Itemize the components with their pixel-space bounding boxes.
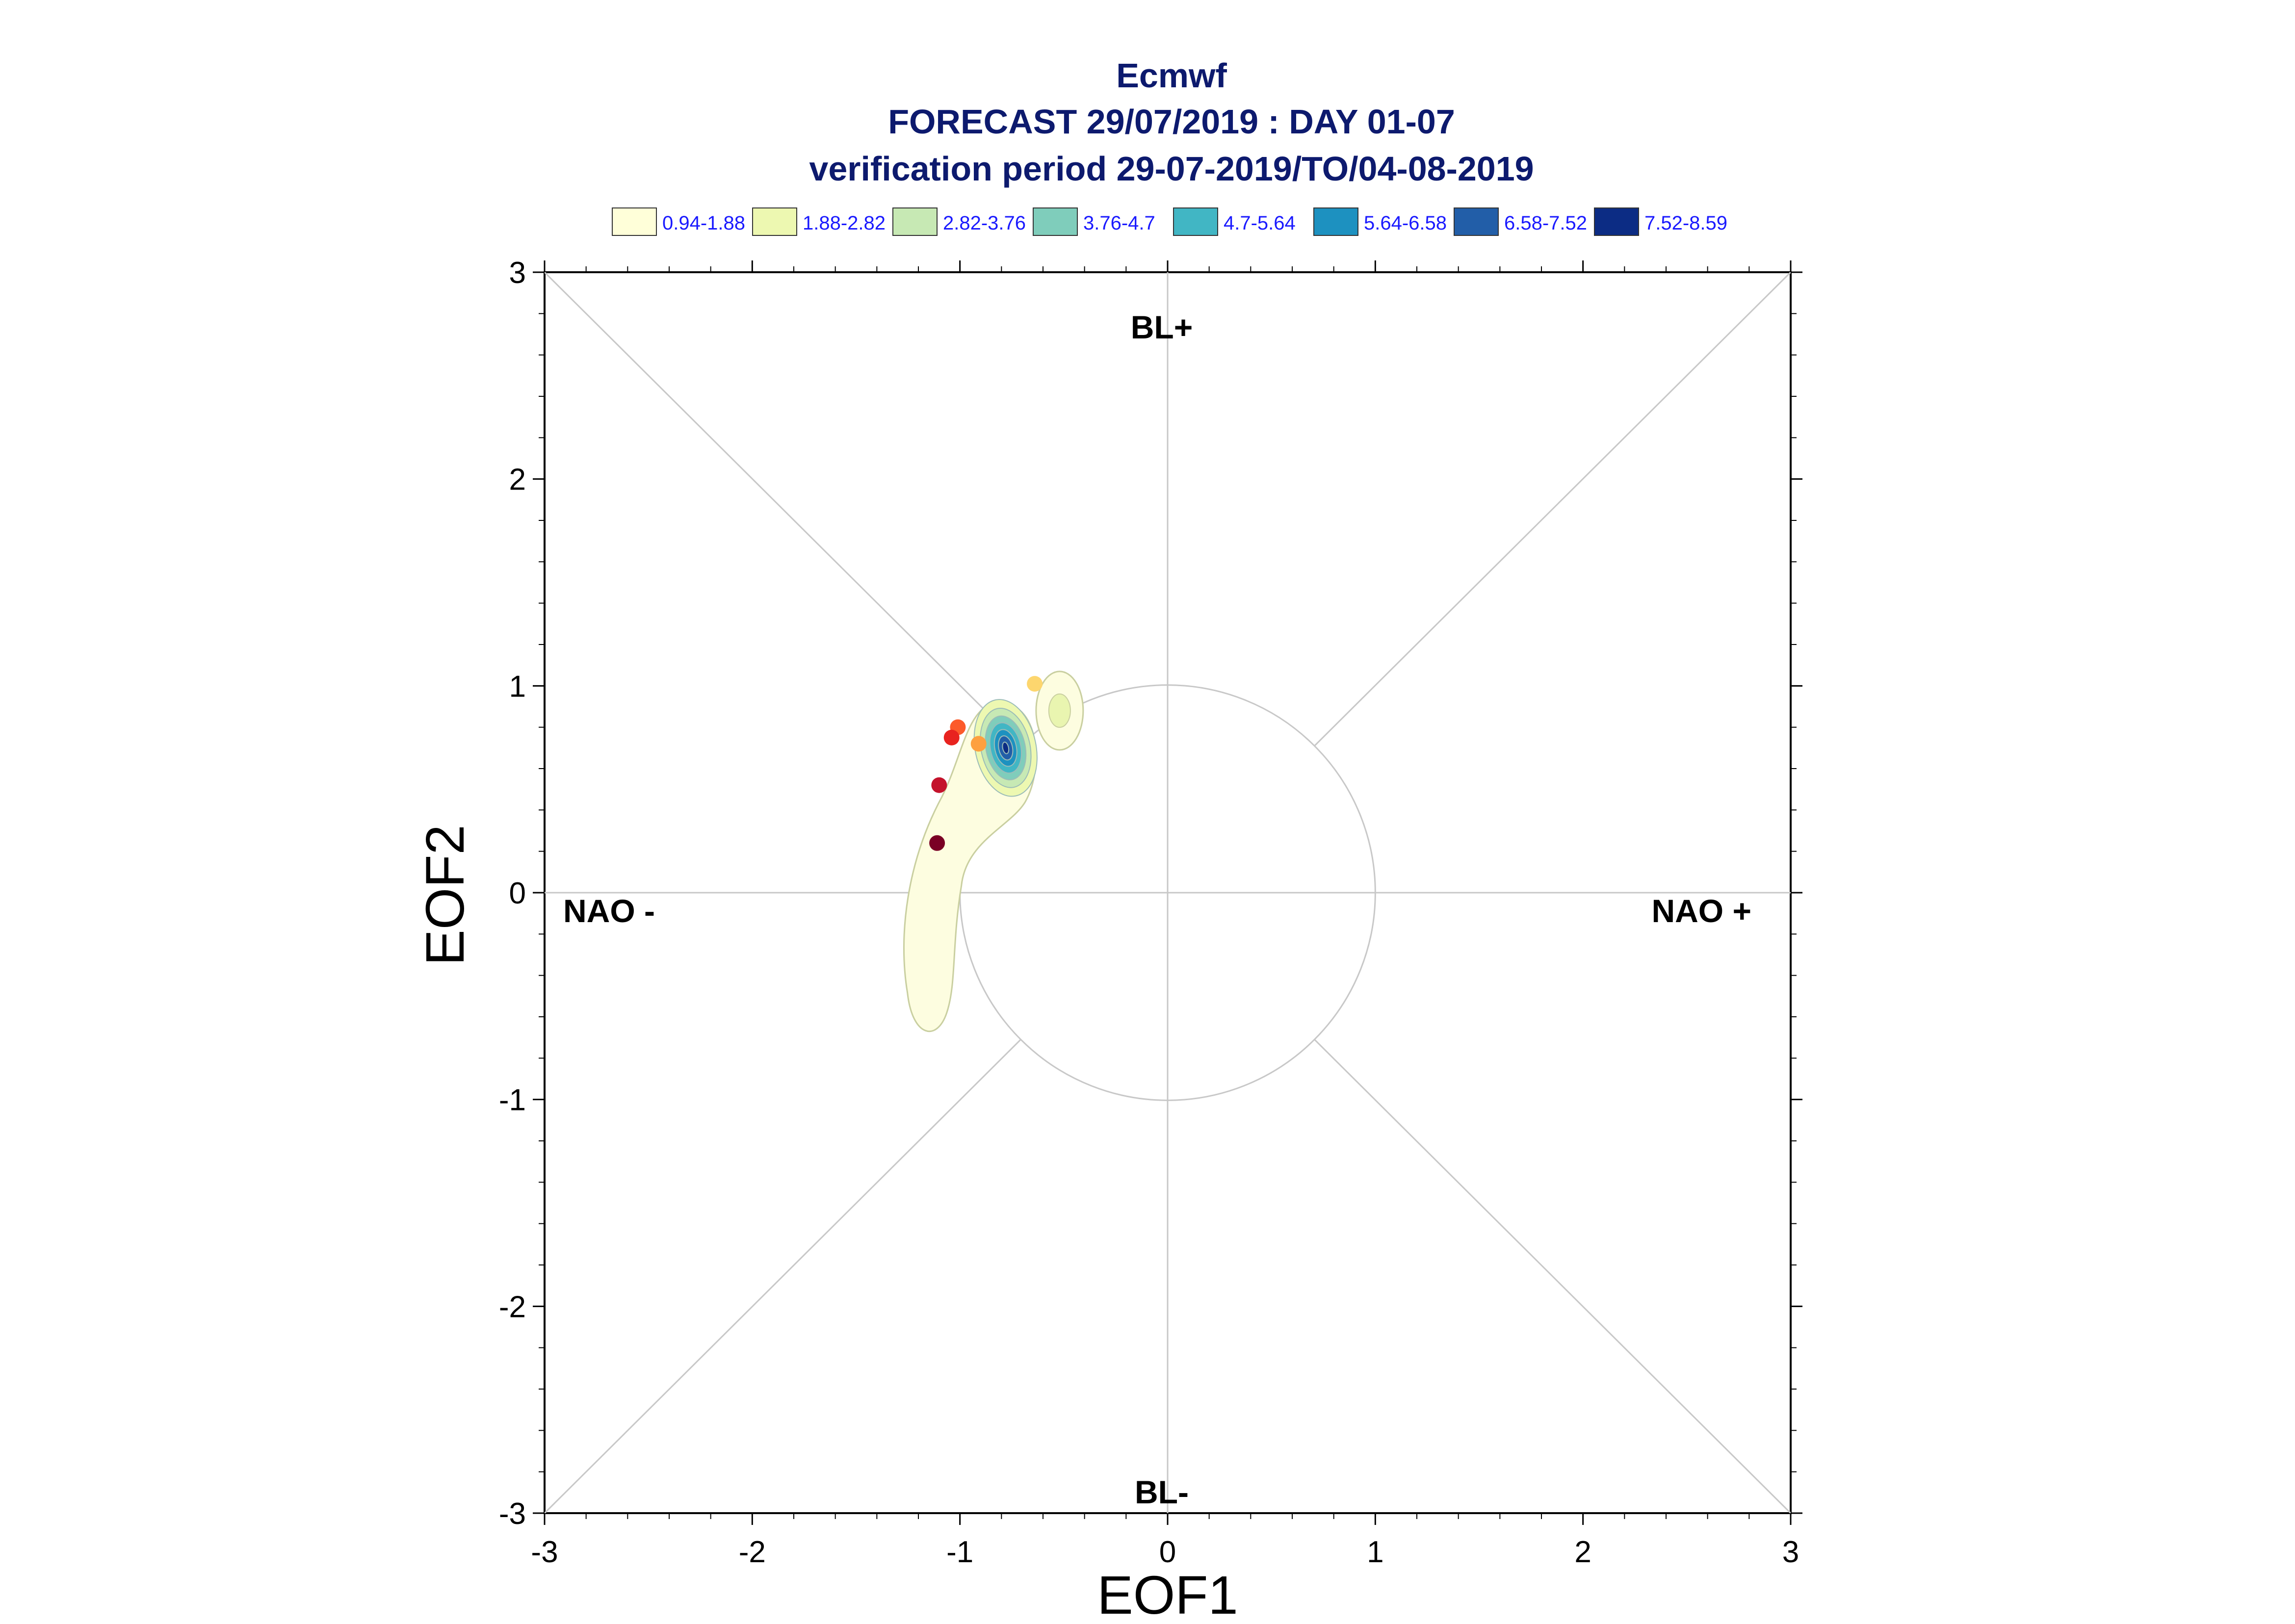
legend-label: 3.76-4.7 bbox=[1083, 212, 1155, 234]
scatter-point bbox=[931, 777, 947, 793]
x-tick-label: 2 bbox=[1574, 1535, 1591, 1569]
scatter-point bbox=[1027, 676, 1043, 692]
legend-label: 7.52-8.59 bbox=[1644, 212, 1727, 234]
density-contour-level-8 bbox=[1002, 742, 1010, 754]
chart-subtitle-2: verification period 29-07-2019/TO/04-08-… bbox=[809, 150, 1534, 188]
legend-swatch bbox=[892, 207, 938, 236]
y-tick-label: 0 bbox=[509, 876, 526, 910]
legend-label: 0.94-1.88 bbox=[662, 212, 745, 234]
density-contours bbox=[903, 670, 1084, 1032]
legend-label: 2.82-3.76 bbox=[943, 212, 1026, 234]
scatter-point bbox=[970, 736, 987, 752]
legend-swatch bbox=[1454, 207, 1499, 236]
legend-label: 6.58-7.52 bbox=[1504, 212, 1587, 234]
regime-label-top: BL+ bbox=[1131, 309, 1193, 345]
x-axis-label: EOF1 bbox=[1097, 1565, 1238, 1624]
chart-subtitle: FORECAST 29/07/2019 : DAY 01-07 bbox=[888, 103, 1455, 141]
diagonal-guide bbox=[1314, 271, 1792, 747]
legend-label: 5.64-6.58 bbox=[1364, 212, 1447, 234]
legend-swatch bbox=[1594, 207, 1639, 236]
regime-label-bottom: BL- bbox=[1135, 1474, 1189, 1510]
x-tick-label: 3 bbox=[1782, 1535, 1799, 1569]
data-points bbox=[929, 676, 1043, 851]
x-tick-label: -1 bbox=[946, 1535, 973, 1569]
regime-label-right: NAO + bbox=[1651, 893, 1751, 929]
x-tick-label: 1 bbox=[1367, 1535, 1383, 1569]
y-tick-label: -3 bbox=[499, 1497, 526, 1531]
diagonal-guide bbox=[544, 1039, 1021, 1514]
legend-label: 4.7-5.64 bbox=[1224, 212, 1296, 234]
regime-label-left: NAO - bbox=[563, 893, 655, 929]
y-tick-label: 3 bbox=[509, 256, 526, 290]
scatter-point bbox=[943, 729, 960, 746]
legend-swatch bbox=[612, 207, 657, 236]
axis-ticks: -3-3 -2 -2 -1 -1 0 0 1 1 2 2 3 3 bbox=[499, 256, 1802, 1569]
x-tick-label: 0 bbox=[1159, 1535, 1176, 1569]
density-contour-secondary-inner bbox=[1048, 693, 1071, 728]
diagonal-guide bbox=[544, 271, 1021, 747]
legend-swatch bbox=[752, 207, 797, 236]
y-tick-label: 2 bbox=[509, 463, 526, 497]
y-tick-label: 1 bbox=[509, 670, 526, 703]
scatter-point bbox=[929, 835, 945, 851]
y-axis-label: EOF2 bbox=[415, 825, 475, 965]
y-tick-label: -2 bbox=[499, 1290, 526, 1324]
legend-swatch bbox=[1313, 207, 1358, 236]
guide-lines bbox=[544, 271, 1792, 1514]
x-tick-label: -3 bbox=[531, 1535, 558, 1569]
legend: 0.94-1.88 1.88-2.82 2.82-3.76 3.76-4.7 4.7-5… bbox=[612, 207, 1727, 236]
plot-area: -3-3 -2 -2 -1 -1 0 0 1 1 2 2 3 3 bbox=[499, 256, 1802, 1569]
legend-swatch bbox=[1033, 207, 1078, 236]
y-tick-label: -1 bbox=[499, 1083, 526, 1117]
legend-label: 1.88-2.82 bbox=[803, 212, 886, 234]
x-tick-label: -2 bbox=[739, 1535, 766, 1569]
legend-swatch bbox=[1173, 207, 1218, 236]
chart-title: Ecmwf bbox=[1116, 56, 1227, 95]
diagonal-guide bbox=[1314, 1039, 1792, 1514]
